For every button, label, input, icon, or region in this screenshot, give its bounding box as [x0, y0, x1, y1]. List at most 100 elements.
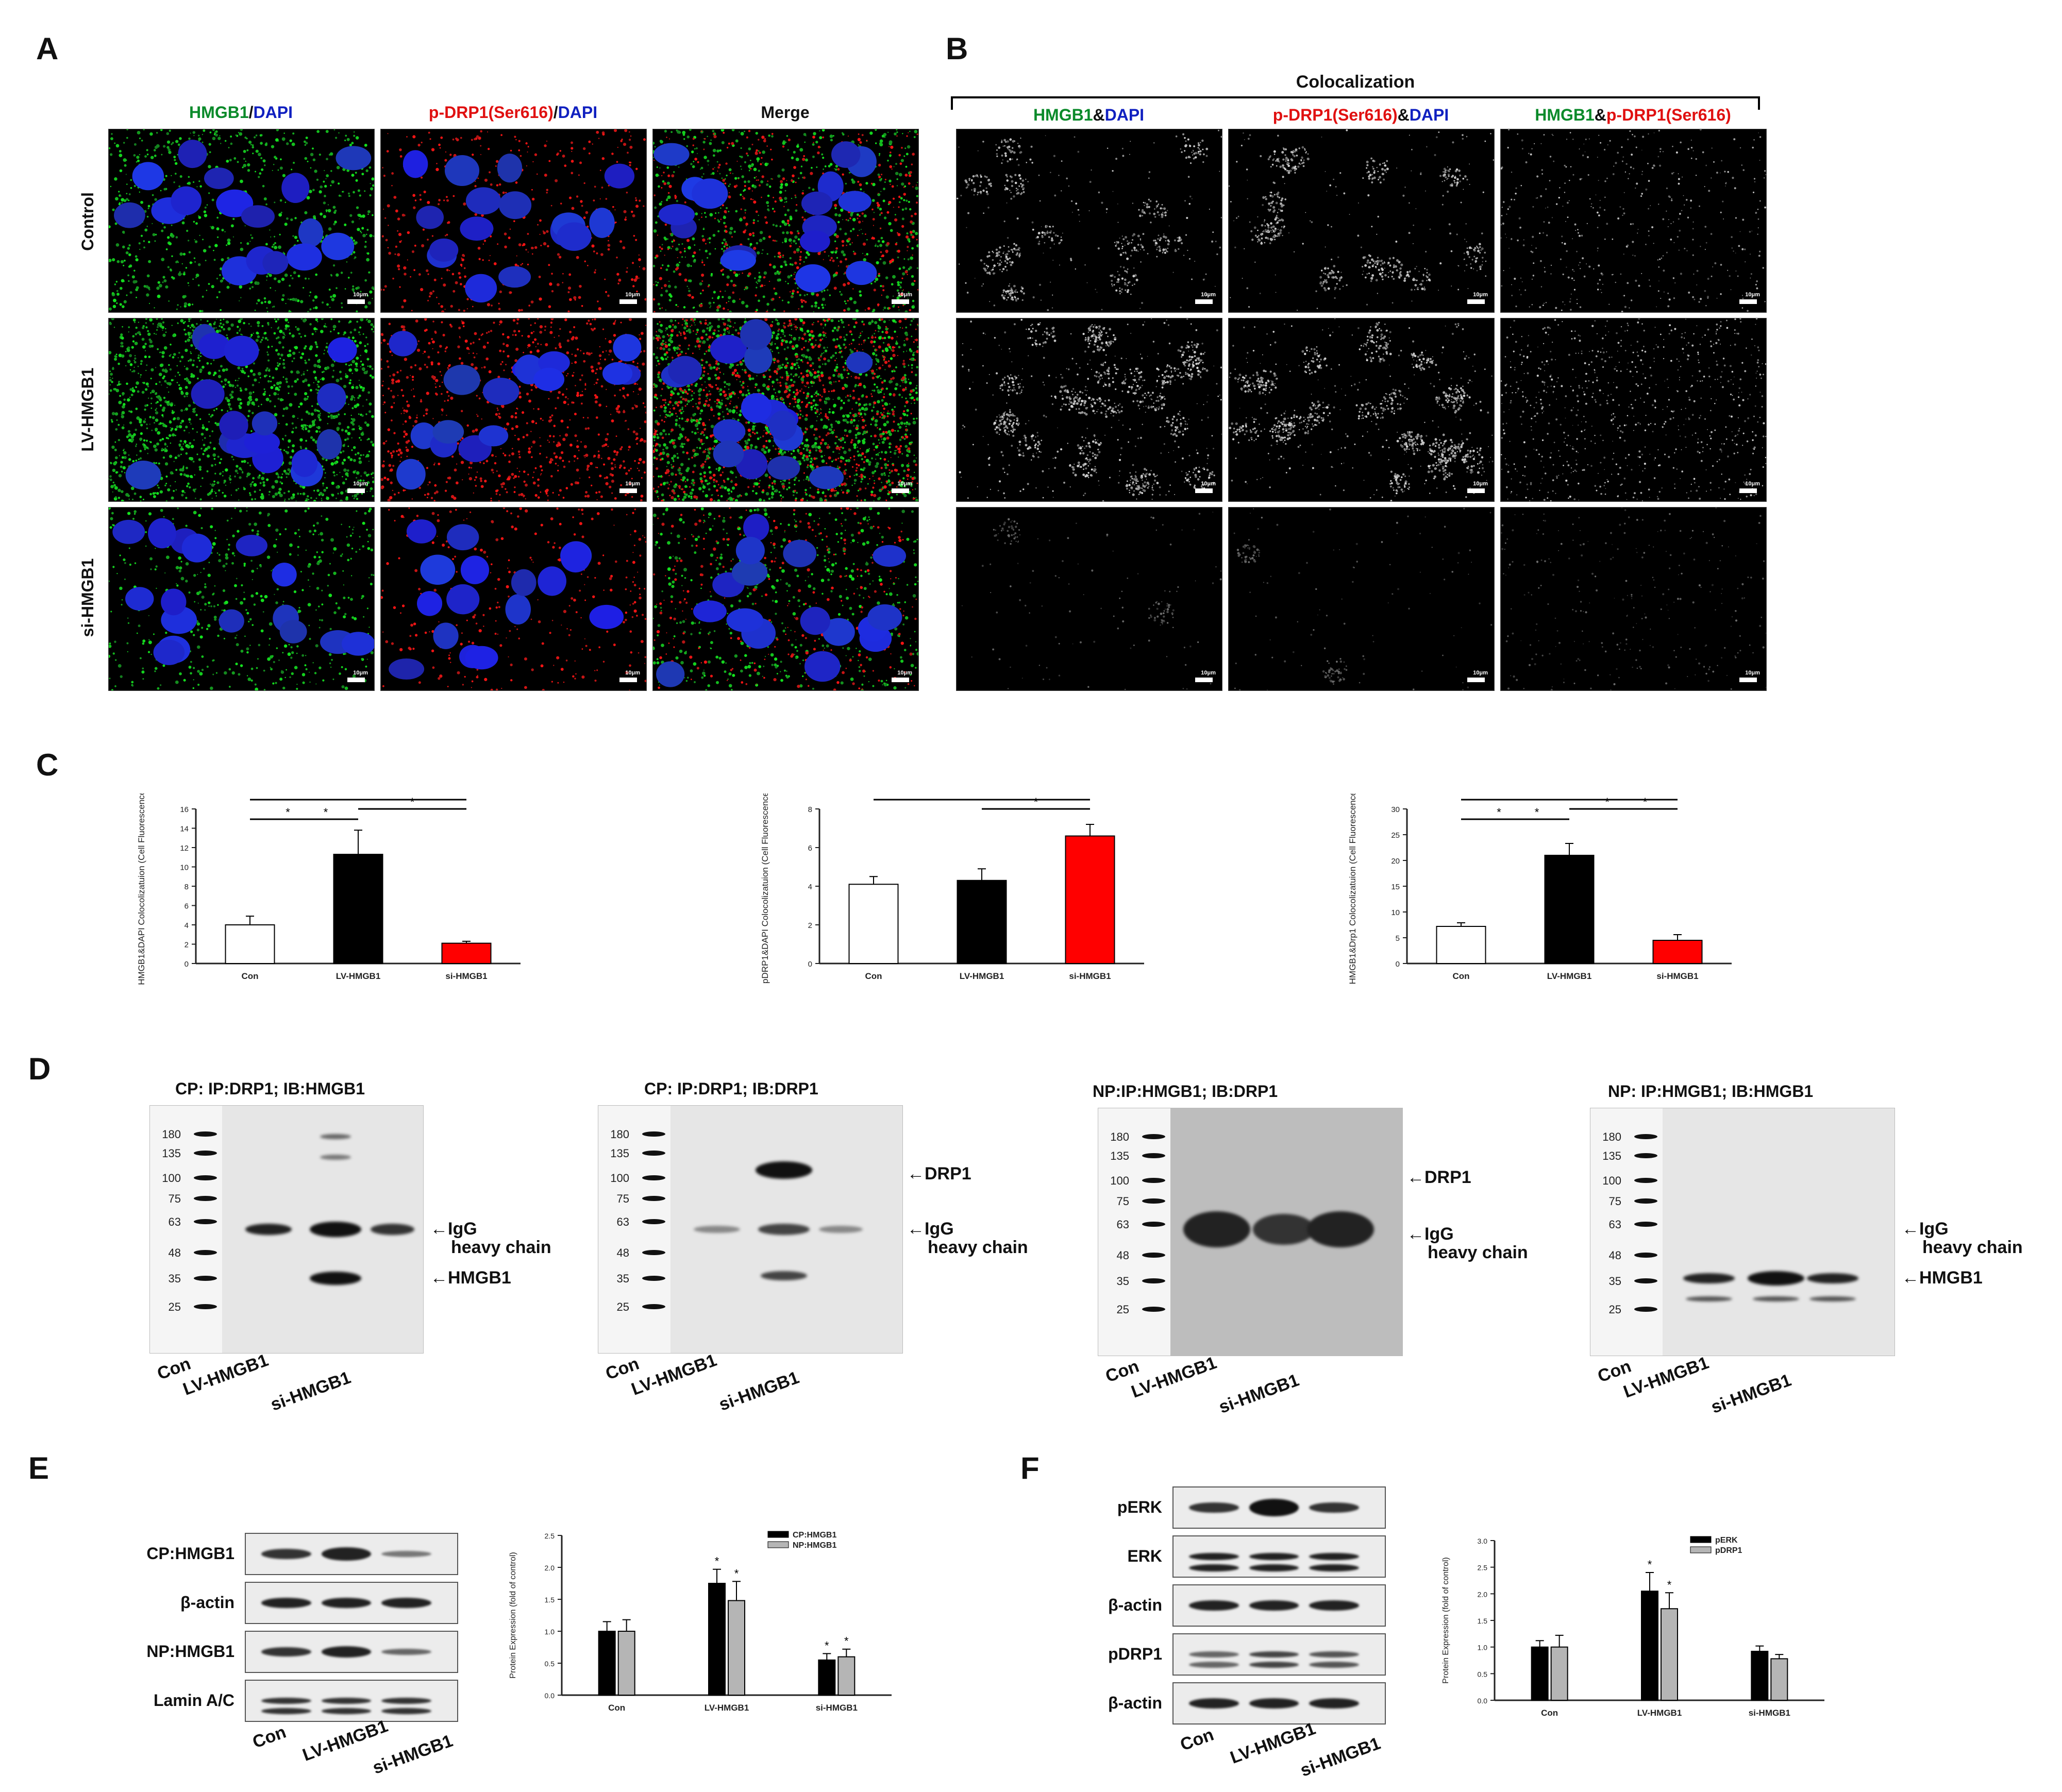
significance-star: * [825, 1639, 829, 1652]
marker-ladder [1098, 1108, 1170, 1356]
y-tick-label: 0.0 [1478, 1697, 1488, 1705]
y-tick-label: 2 [185, 941, 189, 950]
y-tick-label: 1.5 [545, 1596, 555, 1604]
protein-band [1253, 1214, 1315, 1245]
ladder-band [1634, 1278, 1657, 1283]
significance-star: * [980, 793, 984, 799]
panel-b-col3-header: HMGB1&p-DRP1(Ser616) [1535, 106, 1731, 124]
ladder-band [1634, 1222, 1657, 1227]
ladder-band [642, 1219, 665, 1224]
marker-label: 180 [610, 1128, 629, 1141]
protein-band [1249, 1499, 1299, 1516]
marker-label: 63 [168, 1215, 181, 1228]
ladder-band [194, 1196, 217, 1201]
ladder-band [1142, 1178, 1165, 1183]
bar [1751, 1650, 1769, 1701]
significance-star: * [1497, 806, 1501, 819]
y-tick-label: 2.5 [545, 1532, 555, 1540]
protein-band [1189, 1662, 1239, 1668]
scale-bar [892, 678, 909, 682]
protein-band [321, 1646, 372, 1658]
scale-bar [1739, 488, 1757, 493]
legend-swatch [767, 1531, 789, 1538]
marker-label: 75 [168, 1192, 181, 1205]
y-tick-label: 3.0 [1478, 1537, 1488, 1545]
chart-hmgb1-dapi: 0 2 4 6 8 10 12 14 16 HMGB1&DAPI Colocolizatuion … [137, 793, 521, 985]
wb-strip [245, 1533, 458, 1575]
y-tick-label: 6 [185, 902, 189, 911]
marker-label: 25 [1116, 1303, 1129, 1316]
panel-label-a: A [36, 31, 59, 66]
arrow-left-icon: ← [430, 1268, 448, 1288]
marker-label: 35 [616, 1272, 629, 1285]
y-tick-label: 14 [180, 825, 189, 834]
legend-label: NP:HMGB1 [793, 1541, 836, 1550]
y-tick-label: 25 [1391, 831, 1400, 840]
scale-bar-label: 10μm [897, 481, 912, 487]
arrow-left-icon: ← [1902, 1219, 1919, 1239]
ladder-band [194, 1250, 217, 1255]
panel-a-col2-header: p-DRP1(Ser616)/DAPI [428, 103, 598, 122]
ladder-band [1142, 1153, 1165, 1158]
lane-label: si-HMGB1 [268, 1367, 354, 1415]
band-name-line2: heavy chain [451, 1238, 551, 1257]
scale-bar-label: 10μm [353, 292, 368, 298]
blot-title: NP:IP:HMGB1; IB:DRP1 [1093, 1082, 1278, 1101]
wb-row-label: β-actin [180, 1593, 234, 1612]
y-tick-label: 5 [1396, 934, 1400, 943]
wb-strip [245, 1631, 458, 1673]
legend-swatch [1690, 1546, 1712, 1553]
bar [848, 884, 899, 964]
ladder-band [194, 1131, 217, 1137]
y-tick-label: 2 [808, 921, 812, 930]
scale-bar [1739, 299, 1757, 304]
protein-band [1309, 1698, 1359, 1709]
bar [617, 1631, 635, 1696]
arrow-left-icon: ← [430, 1219, 448, 1239]
bar [1770, 1658, 1788, 1701]
y-axis-label: HMGB1&DAPI Colocolizatuion (Cell Fluores… [137, 793, 146, 985]
protein-band [261, 1549, 311, 1559]
x-category-label: si-HMGB1 [1656, 971, 1698, 981]
micrograph-b-r2-c1: 10μm [956, 318, 1222, 502]
band-arrow-label: ←IgG heavy chain [1407, 1225, 1528, 1262]
bar [728, 1600, 745, 1696]
marker-label: 75 [1116, 1195, 1129, 1208]
wb-strip [1172, 1633, 1386, 1676]
band-name-line2: heavy chain [928, 1238, 1028, 1257]
protein-band [1309, 1553, 1359, 1560]
ladder-band [194, 1276, 217, 1281]
panel-label-d: D [28, 1052, 51, 1086]
band-arrow-label: ←IgG heavy chain [430, 1220, 551, 1257]
protein-band [1309, 1600, 1359, 1611]
micrograph-b-r1-c3: 10μm [1500, 129, 1767, 313]
protein-band [1753, 1296, 1799, 1301]
panel-b-title: Colocalization [1296, 72, 1415, 92]
colocalization-bracket [951, 96, 1760, 110]
bar [1531, 1646, 1549, 1701]
bar [441, 942, 492, 964]
protein-band [694, 1226, 740, 1233]
bar [1661, 1608, 1678, 1701]
y-tick-label: 2.5 [1478, 1564, 1488, 1572]
panel-label-e: E [28, 1451, 49, 1485]
protein-band [261, 1598, 311, 1608]
protein-band [1249, 1662, 1299, 1668]
protein-band [761, 1271, 807, 1280]
bar [1065, 835, 1115, 964]
protein-band [321, 1547, 372, 1561]
y-tick-label: 2.0 [545, 1564, 555, 1572]
y-tick-label: 0 [1396, 960, 1400, 969]
protein-band [1309, 1651, 1359, 1658]
micrograph-a-r2-c1: 10μm [108, 318, 375, 502]
significance-star: * [1643, 796, 1648, 808]
x-category-label: si-HMGB1 [445, 971, 487, 981]
y-axis-label: HMGB1&Drp1 Colocolizatuion (Cell Fluores… [1348, 793, 1357, 984]
blot-title: CP: IP:DRP1; IB:HMGB1 [175, 1079, 365, 1098]
scale-bar-label: 10μm [625, 481, 640, 487]
scale-bar-label: 10μm [1745, 670, 1760, 676]
scale-bar [347, 488, 365, 493]
protein-band [1189, 1502, 1239, 1513]
scale-bar [892, 299, 909, 304]
protein-band [381, 1551, 431, 1557]
